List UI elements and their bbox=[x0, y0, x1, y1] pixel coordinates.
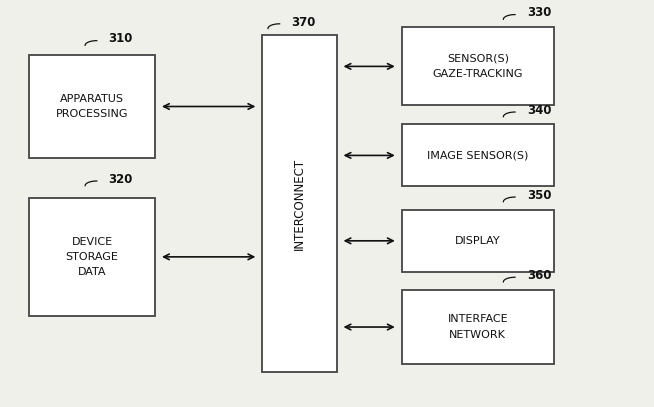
Text: 310: 310 bbox=[109, 32, 133, 45]
Text: PROCESSING: PROCESSING bbox=[56, 109, 128, 119]
Bar bbox=[402, 27, 554, 105]
Text: 320: 320 bbox=[109, 173, 133, 186]
Text: INTERCONNECT: INTERCONNECT bbox=[293, 158, 306, 250]
Text: 350: 350 bbox=[526, 189, 551, 202]
Text: NETWORK: NETWORK bbox=[449, 330, 506, 340]
Bar bbox=[402, 124, 554, 186]
Text: 370: 370 bbox=[291, 15, 316, 28]
Text: INTERFACE: INTERFACE bbox=[447, 315, 508, 324]
Text: DISPLAY: DISPLAY bbox=[455, 236, 500, 246]
Text: IMAGE SENSOR(S): IMAGE SENSOR(S) bbox=[427, 151, 528, 160]
Text: STORAGE: STORAGE bbox=[65, 252, 118, 262]
Text: DEVICE: DEVICE bbox=[71, 236, 112, 247]
Bar bbox=[29, 198, 155, 316]
Text: 330: 330 bbox=[526, 6, 551, 19]
Text: 340: 340 bbox=[526, 104, 551, 117]
Text: APPARATUS: APPARATUS bbox=[60, 94, 124, 104]
Text: SENSOR(S): SENSOR(S) bbox=[447, 54, 509, 64]
Bar bbox=[29, 55, 155, 158]
Bar bbox=[262, 35, 337, 372]
Bar bbox=[402, 290, 554, 364]
Text: GAZE-TRACKING: GAZE-TRACKING bbox=[432, 69, 523, 79]
Text: 360: 360 bbox=[526, 269, 551, 282]
Text: DATA: DATA bbox=[78, 267, 106, 277]
Bar bbox=[402, 210, 554, 272]
